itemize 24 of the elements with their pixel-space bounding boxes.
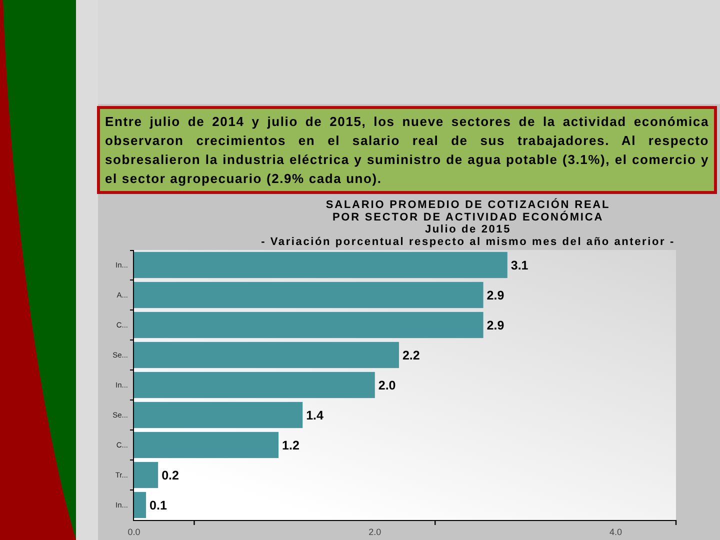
data-label: 2.2 — [402, 348, 420, 362]
bar — [134, 342, 399, 368]
data-label: 2.9 — [486, 288, 504, 302]
data-label: 0.2 — [162, 468, 180, 482]
x-tick-label: 2.0 — [368, 527, 382, 537]
chart-subtitle: Julio de 2015 - Variación porcentual respecto al mismo mes del año anterior - — [261, 224, 675, 248]
bar — [134, 462, 158, 488]
bar — [134, 402, 303, 428]
chart-title: SALARIO PROMEDIO DE COTIZACIÓN REAL POR SECTOR DE ACTIVIDAD ECONÓMICA — [326, 198, 610, 224]
bar — [134, 282, 484, 308]
bar — [134, 432, 279, 458]
bar — [134, 372, 375, 398]
data-label: 2.9 — [486, 318, 504, 332]
data-label: 3.1 — [510, 258, 528, 272]
x-tick-label: 4.0 — [610, 527, 622, 537]
bar — [134, 312, 484, 338]
data-label: 1.2 — [282, 438, 300, 452]
text-box: Entre julio de 2014 y julio de 2015, los nueve sectores de la actividad económica observaron crecimientos en el salario real de sus trabajadores. Al respecto sobresalieron la industria eléctrica y suministro de agua potable (3.1%), el comercio y el sector agropecuario (2.9% cada uno). — [97, 106, 717, 194]
x-tick-label: 0.0 — [128, 527, 140, 537]
bar — [134, 252, 508, 278]
bar — [134, 492, 146, 518]
data-label: 2.0 — [378, 378, 396, 392]
data-label: 0.1 — [150, 498, 167, 512]
data-label: 1.4 — [306, 408, 324, 422]
